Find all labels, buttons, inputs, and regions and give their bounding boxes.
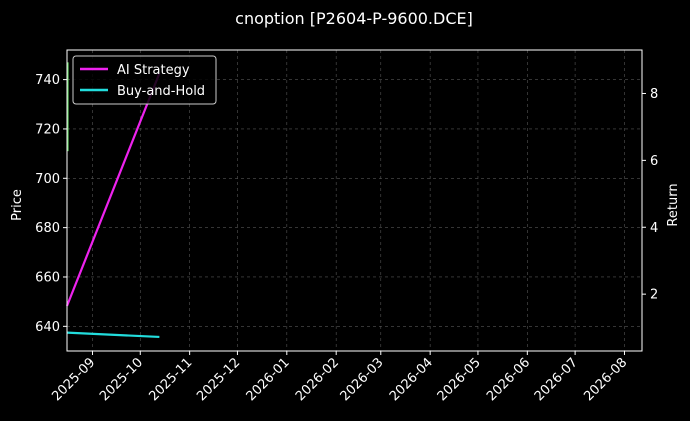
legend-box xyxy=(72,55,217,105)
chart-title: cnoption [P2604-P-9600.DCE] xyxy=(235,9,473,28)
y-tick-label-left: 660 xyxy=(35,270,60,285)
legend-label-ai-strategy: AI Strategy xyxy=(117,63,190,78)
y-tick-label-right: 6 xyxy=(650,154,658,169)
y-tick-label-left: 740 xyxy=(35,73,60,88)
plot-frame xyxy=(66,49,643,352)
series-line-buy-and-hold xyxy=(66,331,160,339)
series-layer xyxy=(65,62,161,339)
y-axis-label-left: Price xyxy=(10,189,25,221)
y-axis-left: 640 660 680 700 720 740 xyxy=(35,73,67,335)
y-tick-label-right: 8 xyxy=(650,87,658,102)
y-tick-label-left: 640 xyxy=(35,320,60,335)
series-line-ai-strategy xyxy=(65,73,161,307)
y-axis-right: 2 4 6 8 xyxy=(642,87,658,303)
y-tick-label-left: 680 xyxy=(35,221,60,236)
legend: AI Strategy Buy-and-Hold xyxy=(72,55,217,105)
y-tick-label-left: 700 xyxy=(35,172,60,187)
y-axis-label-right: Return xyxy=(666,183,681,226)
y-tick-label-right: 2 xyxy=(650,288,658,303)
legend-label-buy-and-hold: Buy-and-Hold xyxy=(117,84,205,99)
y-tick-label-right: 4 xyxy=(650,221,658,236)
y-tick-label-left: 720 xyxy=(35,122,60,137)
